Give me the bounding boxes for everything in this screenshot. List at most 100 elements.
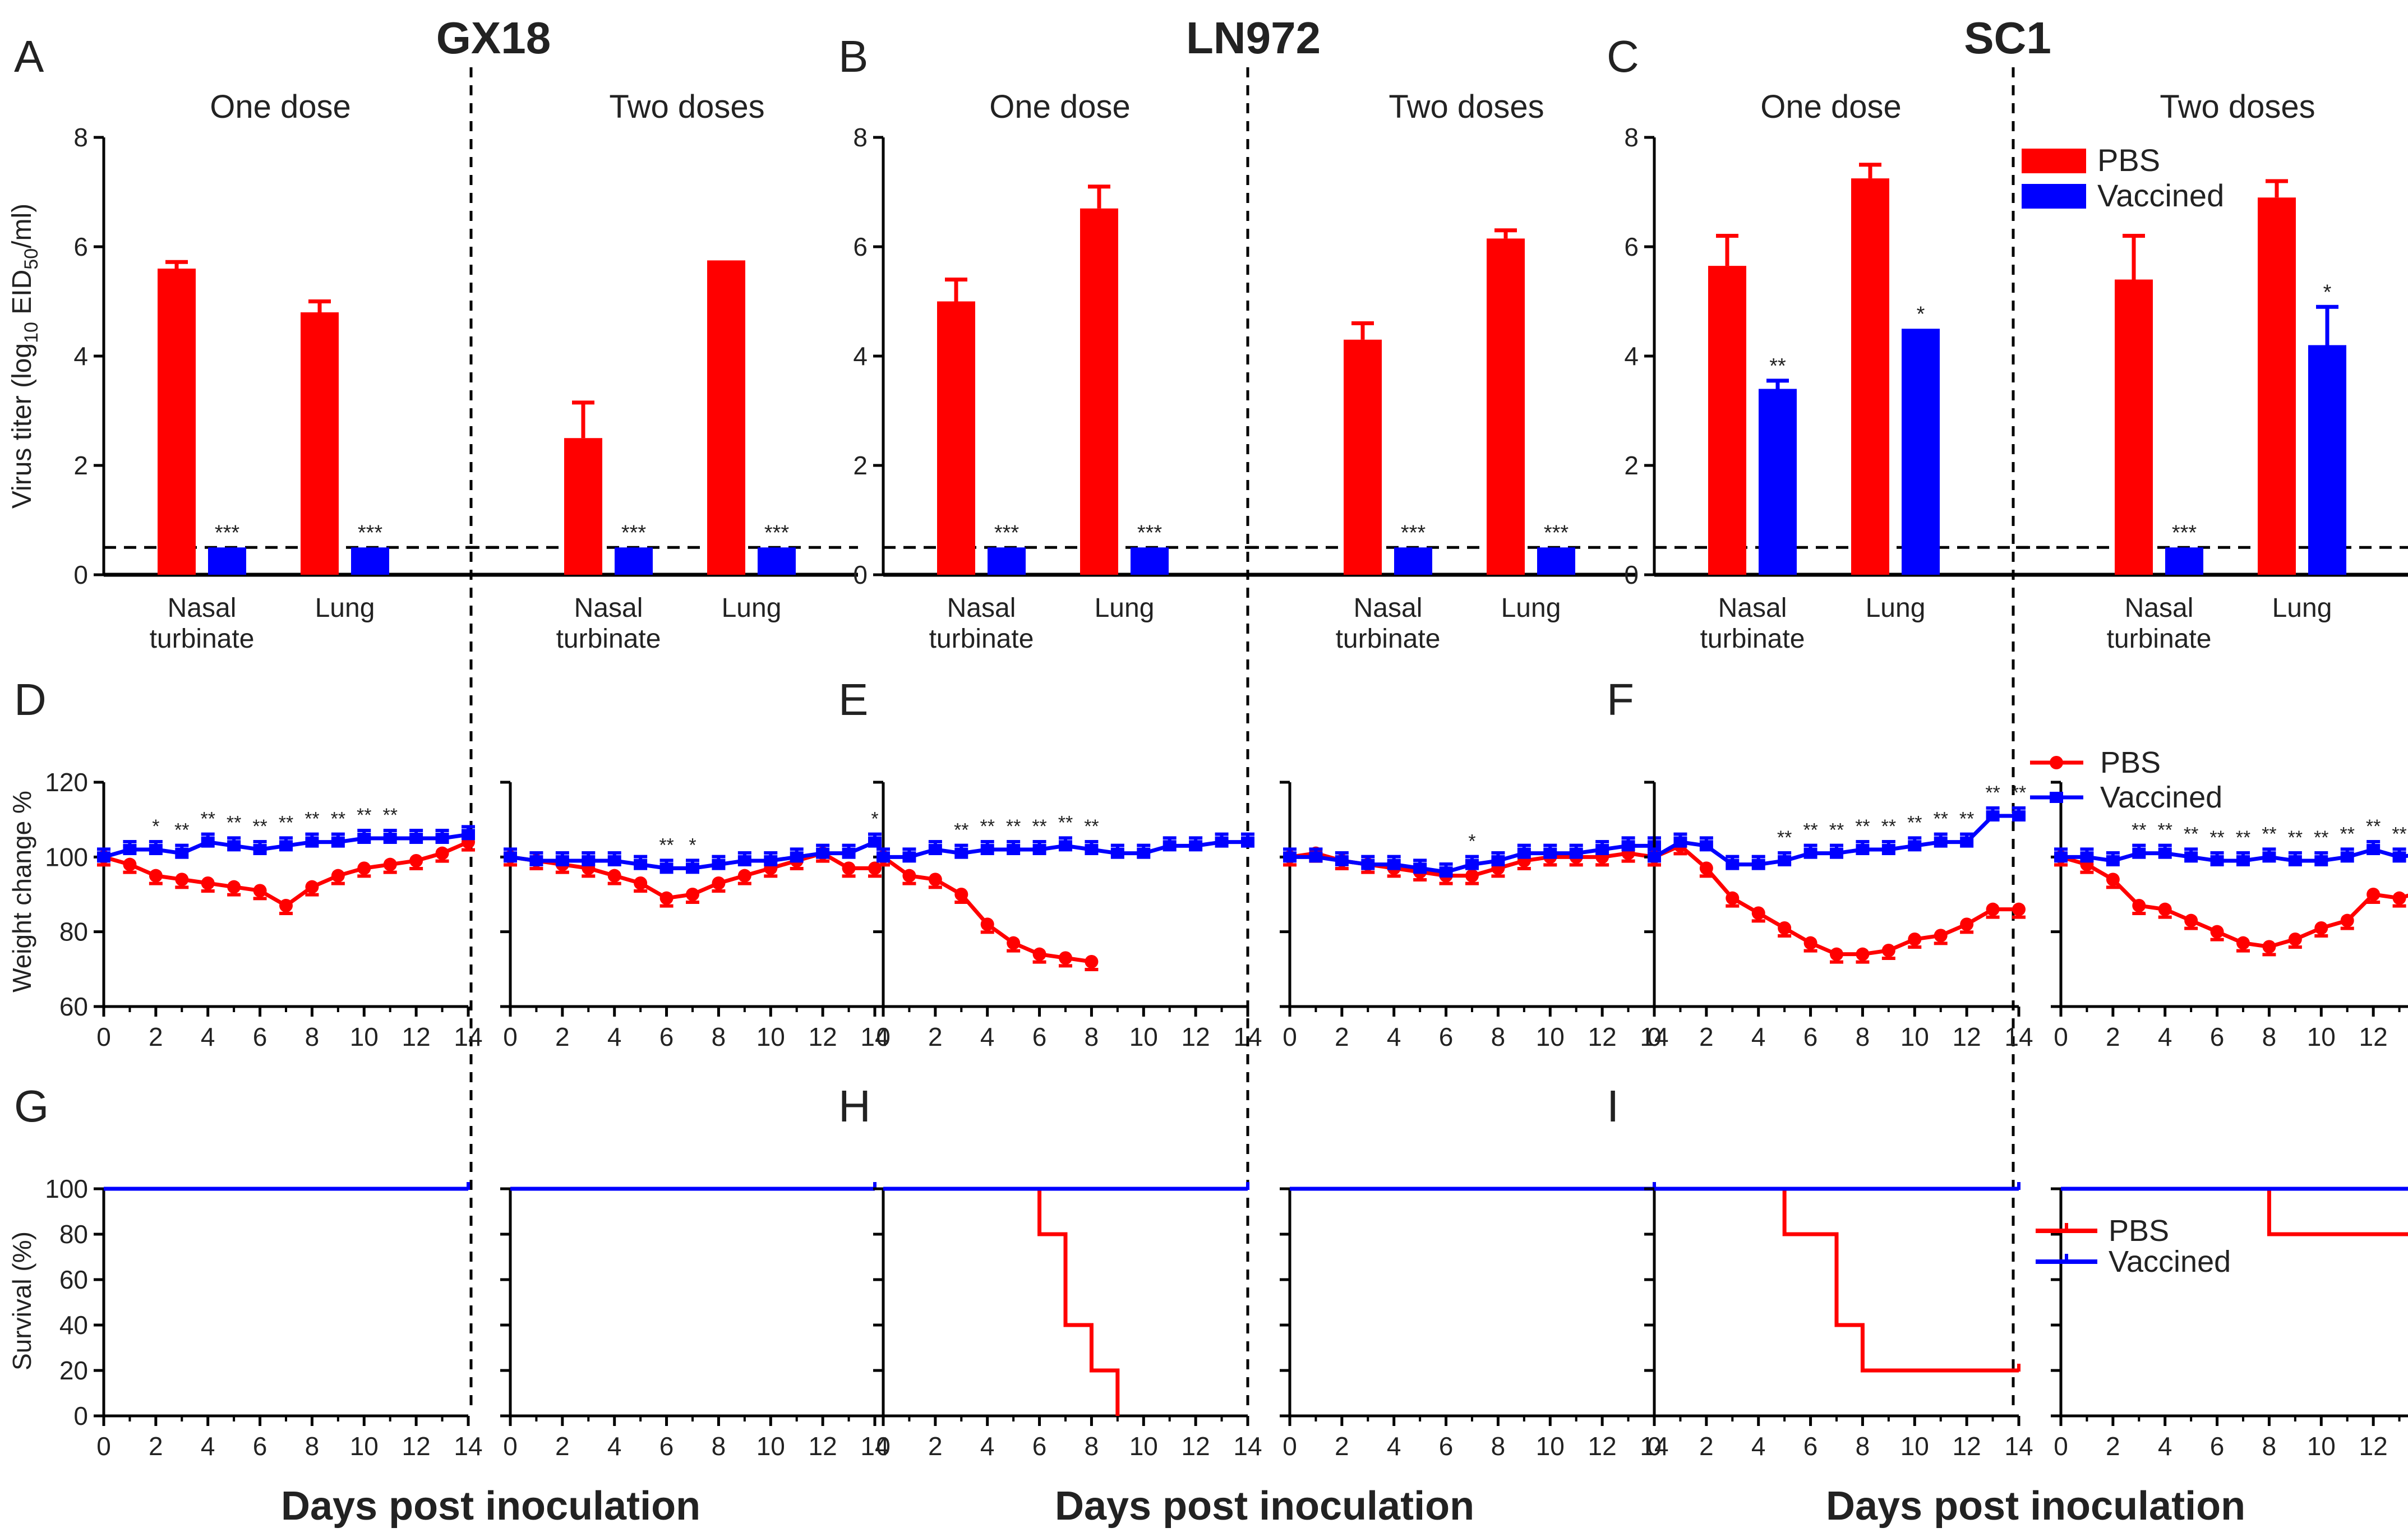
survival-sc1-two-x-tick-label: 2 xyxy=(2106,1432,2120,1461)
bar-sc1-one-dose-label: One dose xyxy=(1760,89,1902,125)
bar-gx18-one-category-label: Nasal xyxy=(168,593,237,623)
bar-gx18-two-significance-0: *** xyxy=(621,521,647,544)
bar-gx18-two-dose-label: Two doses xyxy=(609,89,764,125)
panel-letter-d: D xyxy=(14,675,47,724)
weight-gx18-one-y-tick-label: 120 xyxy=(45,768,88,797)
bar-legend-label-pbs: PBS xyxy=(2097,142,2160,178)
weight-gx18-two-point-pbs xyxy=(686,888,699,901)
survival-sc1-one-x-tick-label: 14 xyxy=(2004,1432,2033,1461)
weight-gx18-two-point-vaccined xyxy=(659,862,673,874)
survival-ln972-two-x-tick-label: 12 xyxy=(1588,1432,1617,1461)
survival-gx18-two-x-tick-label: 8 xyxy=(712,1432,726,1461)
survival-gx18-one-y-tick-label: 20 xyxy=(59,1356,88,1385)
weight-ln972-two-point-pbs xyxy=(1465,869,1479,883)
bar-ln972-two-bar-vaccined-0 xyxy=(1394,547,1432,575)
bar-gx18-two-bar-vaccined-0 xyxy=(615,547,653,575)
weight-sc1-two-line-pbs xyxy=(2060,855,2408,949)
bar-gx18-two-bar-pbs-0 xyxy=(564,438,602,575)
survival-gx18-one-y-tick-label: 0 xyxy=(73,1401,88,1430)
label-part: Virus titer (log xyxy=(7,343,37,509)
weight-gx18-two-point-vaccined xyxy=(842,847,856,859)
weight-ln972-one-x-tick-label: 4 xyxy=(980,1022,995,1051)
weight-sc1-one-point-pbs xyxy=(1726,891,1740,905)
weight-gx18-one-point-pbs xyxy=(279,899,293,912)
weight-sc1-one-significance: ** xyxy=(1959,809,1974,830)
weight-gx18-two-point-pbs xyxy=(842,861,856,875)
weight-sc1-two-significance: ** xyxy=(2366,816,2381,837)
weight-gx18-one-x-tick-label: 8 xyxy=(305,1022,320,1051)
weight-gx18-one-point-pbs xyxy=(201,876,215,890)
weight-sc1-one-significance: ** xyxy=(1829,820,1844,841)
weight-sc1-two-x-tick-label: 4 xyxy=(2158,1022,2172,1051)
survival-ln972-two-x-tick-label: 8 xyxy=(1491,1432,1506,1461)
weight-sc1-two-point-pbs xyxy=(2184,913,2198,927)
survival-gx18-one-x-tick-label: 0 xyxy=(96,1432,111,1461)
bar-gx18-one-bar-vaccined-1 xyxy=(351,547,389,575)
weight-ln972-one-point-vaccined xyxy=(902,851,916,863)
weight-ln972-one-point-vaccined xyxy=(1163,840,1177,852)
survival-sc1-one-x-tick-label: 0 xyxy=(1647,1432,1662,1461)
weight-gx18-one-x-tick-label: 6 xyxy=(253,1022,267,1051)
weight-sc1-one-x-tick-label: 14 xyxy=(2004,1022,2033,1051)
bar-ln972-two-bar-vaccined-1 xyxy=(1537,547,1575,575)
x-axis-title-3: Days post inoculation xyxy=(1826,1484,2245,1529)
weight-gx18-two-point-pbs xyxy=(634,876,648,890)
weight-gx18-one-point-pbs xyxy=(409,854,423,867)
weight-sc1-two-significance: ** xyxy=(2392,823,2406,844)
weight-ln972-one-x-tick-label: 2 xyxy=(928,1022,943,1051)
weight-gx18-two-point-vaccined xyxy=(529,855,543,866)
weight-ln972-one-point-vaccined xyxy=(928,844,942,855)
bar-gx18-two-bar-vaccined-1 xyxy=(758,547,796,575)
weight-gx18-one-point-vaccined xyxy=(462,829,475,841)
weight-gx18-two-point-vaccined xyxy=(712,858,726,870)
weight-ln972-two-x-tick-label: 14 xyxy=(1640,1022,1668,1051)
weight-ln972-one-x-tick-label: 0 xyxy=(876,1022,891,1051)
bar-ln972-one-category-label: Nasal xyxy=(947,593,1016,623)
weight-gx18-one-significance: ** xyxy=(200,809,215,830)
weight-sc1-one-point-pbs xyxy=(1751,906,1765,920)
weight-sc1-one-point-pbs xyxy=(1986,902,2000,916)
weight-gx18-two-point-vaccined xyxy=(555,855,569,866)
weight-gx18-two-point-vaccined xyxy=(607,855,621,866)
weight-gx18-two-point-vaccined xyxy=(737,855,751,866)
bar-sc1-two-bar-pbs-0 xyxy=(2115,279,2153,575)
weight-sc1-one-x-tick-label: 6 xyxy=(1803,1022,1818,1051)
weight-sc1-one-point-vaccined xyxy=(1699,840,1713,852)
weight-gx18-one-point-vaccined xyxy=(227,840,241,852)
weight-gx18-one-x-tick-label: 4 xyxy=(201,1022,215,1051)
weight-sc1-one-significance: ** xyxy=(1855,816,1870,837)
weight-sc1-two-point-pbs xyxy=(2210,925,2224,939)
weight-sc1-two-significance: ** xyxy=(2132,820,2146,841)
weight-sc1-one-point-pbs xyxy=(1803,936,1817,950)
survival-gx18-one-x-tick-label: 4 xyxy=(201,1432,215,1461)
bar-sc1-one-significance-1: * xyxy=(1917,302,1925,326)
bar-ln972-one-bar-vaccined-1 xyxy=(1131,547,1169,575)
weight-sc1-one-point-pbs xyxy=(1699,861,1713,875)
panel-letter-e: E xyxy=(838,675,868,724)
weight-sc1-two-point-vaccined xyxy=(2314,855,2328,866)
panel-letter-b: B xyxy=(838,31,868,81)
bar-ln972-one-y-tick-label: 0 xyxy=(853,560,868,589)
bar-legend-swatch-pbs xyxy=(2022,149,2086,173)
bar-ln972-one-y-tick-label: 2 xyxy=(853,451,868,480)
bar-ln972-two-significance-1: *** xyxy=(1544,521,1569,544)
weight-gx18-one-x-tick-label: 12 xyxy=(402,1022,431,1051)
weight-sc1-one-x-tick-label: 2 xyxy=(1699,1022,1714,1051)
survival-ln972-one-x-tick-label: 8 xyxy=(1085,1432,1099,1461)
weight-ln972-one-significance: ** xyxy=(954,820,968,841)
bar-ln972-two-category-label: Lung xyxy=(1501,593,1561,623)
panel-letter-h: H xyxy=(838,1081,871,1131)
weight-gx18-two-point-vaccined xyxy=(764,855,778,866)
weight-ln972-two-x-tick-label: 4 xyxy=(1387,1022,1401,1051)
weight-gx18-one-point-vaccined xyxy=(201,836,215,848)
weight-legend-marker-pbs xyxy=(2050,756,2063,769)
strain-title-ln972: LN972 xyxy=(1186,13,1321,63)
bar-sc1-two-significance-0: *** xyxy=(2172,521,2197,544)
survival-gx18-two-x-tick-label: 14 xyxy=(860,1432,889,1461)
weight-gx18-one-significance: ** xyxy=(227,812,241,833)
survival-sc1-two-x-tick-label: 8 xyxy=(2262,1432,2277,1461)
weight-gx18-two-x-tick-label: 2 xyxy=(555,1022,570,1051)
bar-sc1-one-significance-0: ** xyxy=(1769,354,1786,378)
weight-gx18-one-x-tick-label: 0 xyxy=(96,1022,111,1051)
weight-gx18-two-significance: ** xyxy=(659,834,673,856)
